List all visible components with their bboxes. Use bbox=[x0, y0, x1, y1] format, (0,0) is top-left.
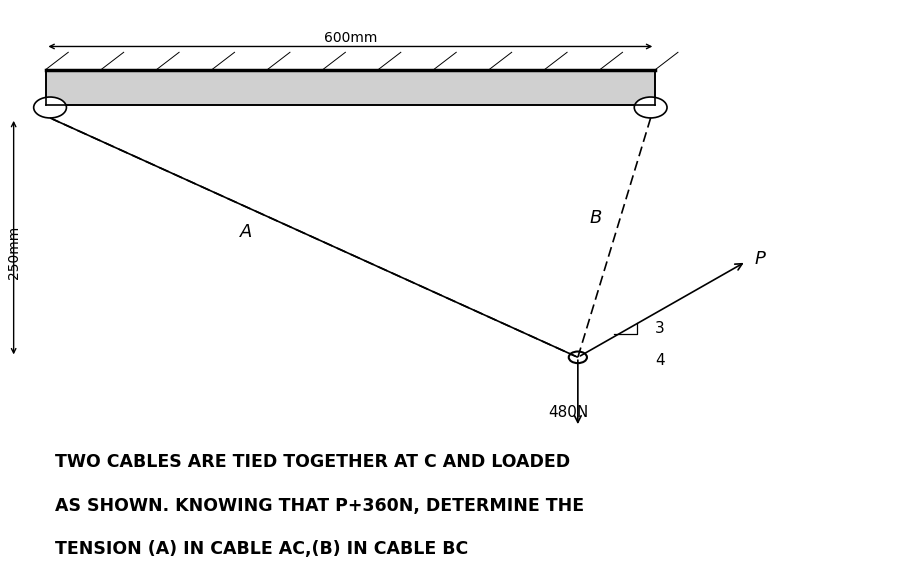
Text: TWO CABLES ARE TIED TOGETHER AT C AND LOADED: TWO CABLES ARE TIED TOGETHER AT C AND LO… bbox=[55, 453, 570, 471]
Circle shape bbox=[34, 97, 66, 118]
Text: A: A bbox=[239, 224, 252, 241]
Text: 480N: 480N bbox=[549, 405, 589, 420]
Text: P: P bbox=[754, 250, 765, 267]
Circle shape bbox=[634, 97, 667, 118]
Text: 4: 4 bbox=[655, 353, 664, 368]
Text: TENSION (A) IN CABLE AC,(B) IN CABLE BC: TENSION (A) IN CABLE AC,(B) IN CABLE BC bbox=[55, 540, 468, 558]
Text: 250mm: 250mm bbox=[6, 226, 21, 279]
Text: AS SHOWN. KNOWING THAT P+360N, DETERMINE THE: AS SHOWN. KNOWING THAT P+360N, DETERMINE… bbox=[55, 497, 583, 515]
Text: 600mm: 600mm bbox=[324, 31, 377, 45]
Text: B: B bbox=[590, 209, 602, 227]
Text: 3: 3 bbox=[655, 321, 664, 336]
Polygon shape bbox=[46, 70, 655, 105]
Circle shape bbox=[569, 352, 587, 363]
